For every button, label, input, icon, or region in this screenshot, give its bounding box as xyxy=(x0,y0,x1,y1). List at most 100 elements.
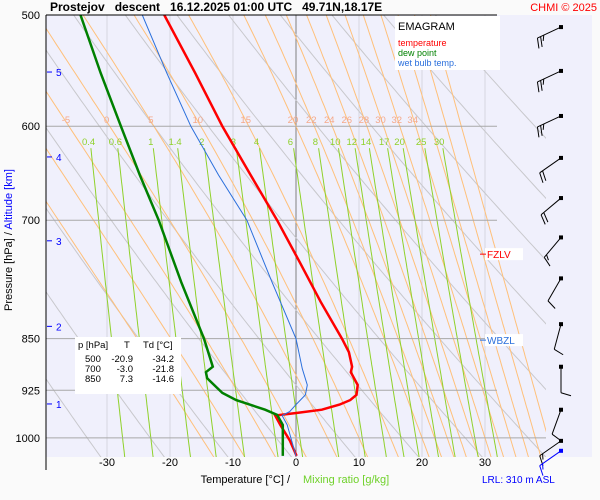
moist-adiabat xyxy=(325,15,480,457)
wind-barb-feather xyxy=(546,254,549,261)
moist-adiabat-label: 22 xyxy=(306,115,317,126)
wind-barb-feather xyxy=(539,172,544,183)
altitude-tick-label: 5 xyxy=(56,68,62,79)
wind-barb-station xyxy=(559,438,563,443)
dry-adiabat xyxy=(279,15,546,325)
wind-barbs xyxy=(536,25,572,476)
moist-adiabat xyxy=(413,15,542,457)
wind-barb-feather xyxy=(536,37,540,49)
mixing-ratio-label: 2 xyxy=(199,137,204,148)
moist-adiabat xyxy=(429,15,546,433)
mixing-ratio-line xyxy=(402,148,456,457)
legend-wet-bulb: wet bulb temp. xyxy=(397,58,457,68)
wind-barb-staff xyxy=(551,409,562,435)
dry-adiabat xyxy=(72,15,420,457)
mixing-ratio-line xyxy=(177,148,217,457)
dry-adiabat xyxy=(331,15,546,261)
wind-barb-station xyxy=(559,448,563,453)
table-cell: 700 xyxy=(85,364,101,375)
level-label-box xyxy=(485,334,523,347)
mixing-ratio-label: 30 xyxy=(434,137,445,148)
legend-temperature: temperature xyxy=(398,38,447,48)
mixing-ratio-label: 20 xyxy=(394,137,405,148)
altitude-tick-label: 4 xyxy=(56,153,62,164)
mixing-ratio-label: 8 xyxy=(313,137,318,148)
mixing-ratio-label: 10 xyxy=(330,137,341,148)
wind-barb-station xyxy=(559,113,563,118)
moist-adiabat-label: 30 xyxy=(375,115,386,126)
altitude-tick-label: 1 xyxy=(56,400,62,411)
y-axis-title-separator: / xyxy=(3,231,15,235)
dry-adiabat xyxy=(176,15,546,457)
wind-barb-staff xyxy=(540,197,562,216)
wind-barb-feather xyxy=(542,123,545,130)
y-tick-label: 500 xyxy=(22,10,40,22)
wind-barb-station xyxy=(559,364,563,369)
x-tick-label: -20 xyxy=(162,457,178,469)
wind-barb-station xyxy=(559,196,563,201)
mixing-ratio-label: 0.6 xyxy=(109,137,122,148)
mixing-ratio-label: 1 xyxy=(148,137,153,148)
mixing-ratio-label: 17 xyxy=(379,137,390,148)
mixing-ratio-line xyxy=(354,148,405,457)
level-label-wbzl: WBZL xyxy=(487,336,515,347)
series-temperature xyxy=(163,15,359,457)
wind-barb-feather xyxy=(543,257,551,267)
moist-adiabat-label: 34 xyxy=(407,115,418,126)
dry-adiabat xyxy=(227,15,546,391)
x-axis-title-separator: / xyxy=(287,474,291,486)
dry-adiabat xyxy=(46,49,356,457)
mixing-ratio-label: 1.4 xyxy=(168,137,181,148)
x-axis-title-temperature: Temperature [°C] xyxy=(201,474,284,486)
x-tick-label: 20 xyxy=(416,457,428,469)
legend-box xyxy=(395,16,500,70)
y-axis-title-altitude: Altitude [km] xyxy=(3,169,15,230)
moist-adiabat xyxy=(46,147,246,457)
mixing-ratio-line xyxy=(293,148,340,457)
mixing-ratio-line xyxy=(338,148,387,457)
y-tick-label: 600 xyxy=(22,121,40,133)
wind-barb-feather xyxy=(540,125,543,136)
moist-adiabat-label: 28 xyxy=(359,115,370,126)
wind-barb-staff xyxy=(537,26,562,39)
wind-barb-feather xyxy=(540,36,543,47)
y-tick-label: 850 xyxy=(22,334,40,346)
mixing-ratio-line xyxy=(117,148,154,457)
wind-barb-feather xyxy=(540,80,543,91)
moist-adiabat xyxy=(285,15,455,457)
moist-adiabat xyxy=(188,15,399,457)
wind-barb-station xyxy=(559,235,563,240)
table-cell: 7.3 xyxy=(120,374,133,385)
table-cell: -14.6 xyxy=(152,374,174,385)
altitude-tick-label: 2 xyxy=(56,322,62,333)
mixing-ratio-label: 4 xyxy=(254,137,259,148)
wind-barb-feather xyxy=(543,212,549,223)
table-cell: -20.9 xyxy=(111,354,133,365)
table-cell: -34.2 xyxy=(152,354,174,365)
wind-barb-feather xyxy=(536,126,540,138)
x-tick-label: -10 xyxy=(225,457,241,469)
wind-barb-station xyxy=(559,407,563,412)
moist-adiabat xyxy=(306,15,467,457)
y-axis-title-pressure: Pressure [hPa] xyxy=(3,238,15,311)
mixing-ratio-line xyxy=(318,148,366,457)
mixing-ratio-line xyxy=(387,148,440,457)
x-axis-title: Temperature [°C] / xyxy=(201,474,291,486)
moist-adiabat xyxy=(82,15,338,457)
table-header-t: T xyxy=(124,340,130,351)
wind-barb-staff xyxy=(553,324,562,350)
legend-dew-point: dew point xyxy=(398,48,437,58)
mixing-ratio-line xyxy=(235,148,279,457)
dry-adiabat xyxy=(382,15,546,200)
wind-barb-staff xyxy=(539,157,562,174)
moist-adiabat-label: 26 xyxy=(341,115,352,126)
mixing-ratio-label: 12 xyxy=(346,137,357,148)
moist-adiabat xyxy=(46,200,215,457)
table-cell: 850 xyxy=(85,374,101,385)
wind-barb-feather xyxy=(536,81,540,93)
wind-barb-station xyxy=(559,68,563,73)
series-dew-point xyxy=(79,15,285,456)
table-cell: -21.8 xyxy=(152,364,174,375)
wind-barb-staff xyxy=(543,237,562,258)
